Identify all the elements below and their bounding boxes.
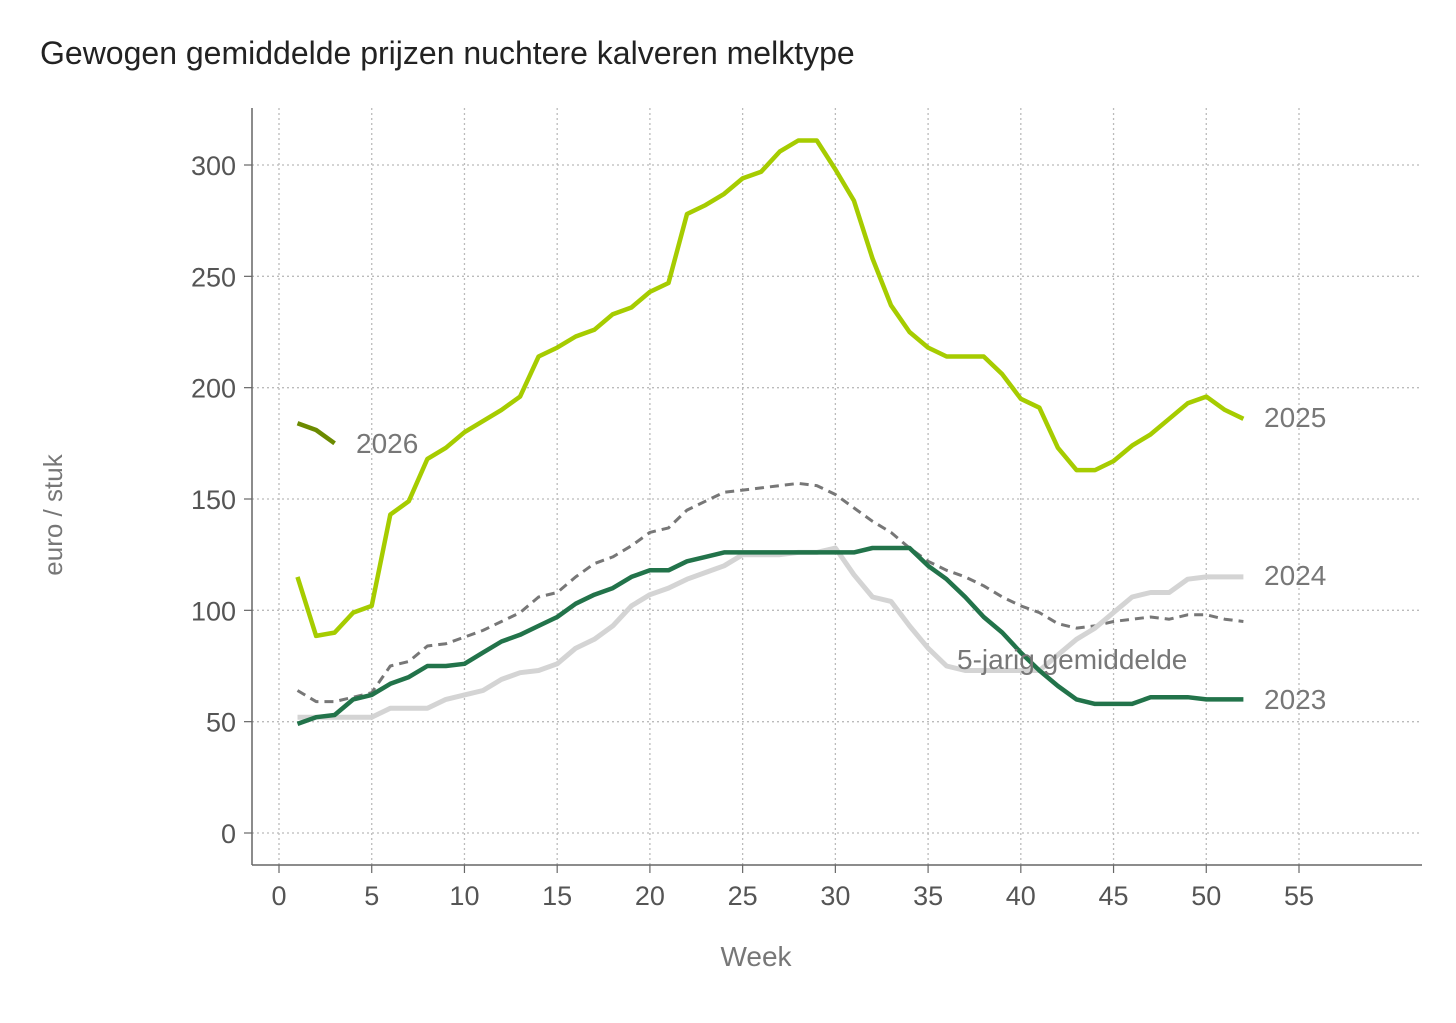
x-tick-label: 25 [728,881,758,911]
x-tick-label: 5 [364,881,379,911]
x-tick-label: 50 [1191,881,1221,911]
y-tick-label: 250 [191,262,236,292]
series-label: 5-jarig gemiddelde [957,644,1187,675]
series-line-2026 [296,421,336,446]
series-line-2023 [296,545,1244,727]
y-tick-label: 150 [191,485,236,515]
x-tick-label: 30 [820,881,850,911]
series-label: 2023 [1264,684,1326,715]
y-tick-label: 300 [191,151,236,181]
series-label: 2025 [1264,402,1326,433]
series-labels: 5-jarig gemiddelde 2024 2023 2025 2026 [356,402,1326,715]
x-tick-label: 10 [449,881,479,911]
x-axis-label: Week [720,941,792,972]
chart-title: Gewogen gemiddelde prijzen nuchtere kalv… [40,35,855,71]
x-tick-label: 0 [271,881,286,911]
x-tick-label: 45 [1099,881,1129,911]
grid [252,108,1422,865]
x-tick-label: 15 [542,881,572,911]
x-tick-label: 55 [1284,881,1314,911]
y-tick-label: 50 [206,708,236,738]
y-axis-label: euro / stuk [38,453,68,575]
x-tick-label: 35 [913,881,943,911]
y-tick-label: 100 [191,596,236,626]
y-tick-label: 0 [221,819,236,849]
series-line-2024 [297,545,1244,720]
x-tick-label: 20 [635,881,665,911]
series-label: 2024 [1264,560,1326,591]
y-tick-label: 200 [191,374,236,404]
series-label: 2026 [356,428,418,459]
series-lines [295,138,1245,727]
x-tick-label: 40 [1006,881,1036,911]
series-line-5-jarig-gemiddelde [296,481,1244,704]
series-line-2025 [295,138,1245,639]
